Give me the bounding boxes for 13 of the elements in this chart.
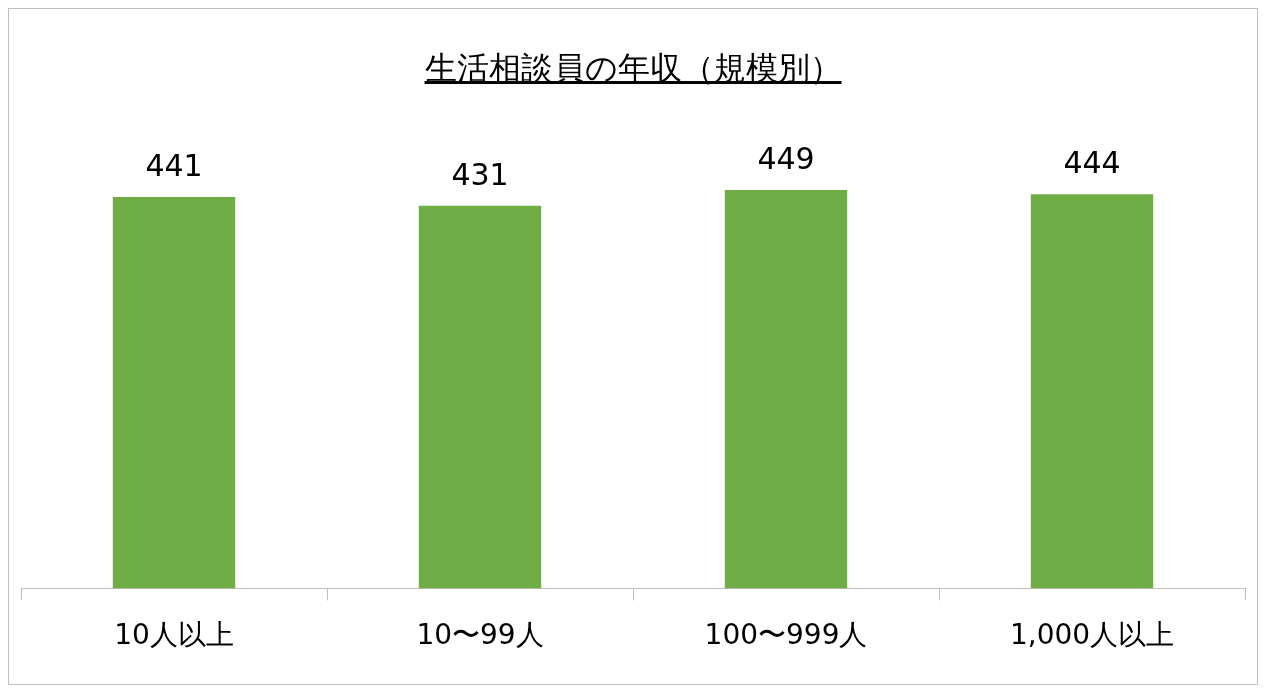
data-label: 449 [757,140,815,176]
data-label: 431 [451,156,509,192]
bar [724,189,848,589]
x-tick-label: 10〜99人 [416,618,544,652]
data-label: 444 [1063,145,1121,181]
bar [418,205,542,589]
bar [112,196,236,589]
bar [1030,194,1154,589]
x-tick-label: 10人以上 [114,618,234,652]
chart-title: 生活相談員の年収（規模別） [424,48,842,89]
x-tick-label: 1,000人以上 [1009,618,1175,652]
data-label: 441 [145,147,203,183]
x-tick-label: 100〜999人 [704,618,868,652]
